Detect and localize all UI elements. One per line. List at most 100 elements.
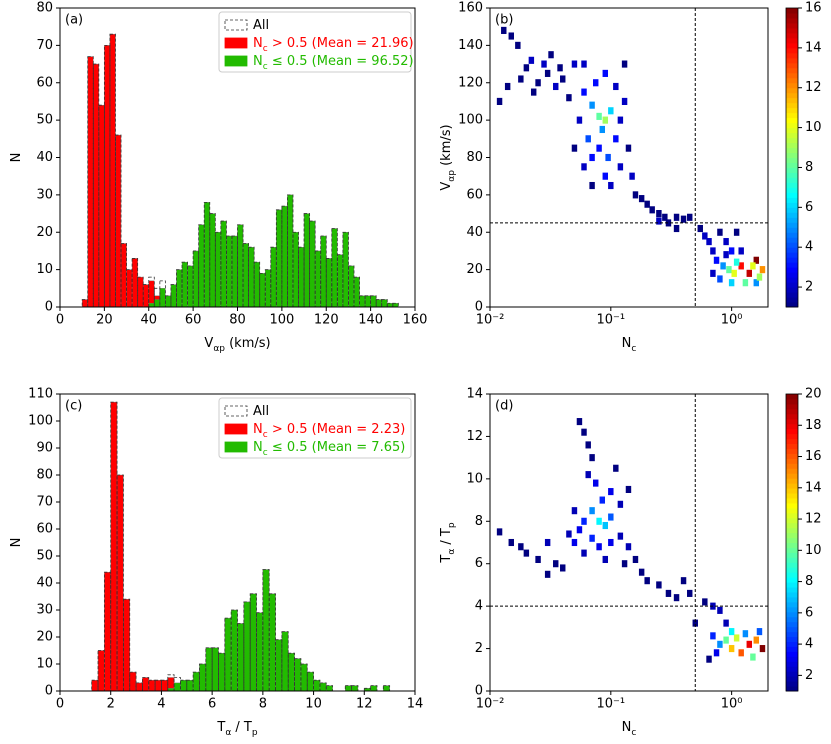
y-tick-label: 80 bbox=[36, 468, 53, 483]
cell bbox=[596, 112, 602, 120]
x-axis-label-part: α bbox=[225, 728, 231, 738]
bar bbox=[176, 269, 183, 308]
x-tick-label: 10⁻¹ bbox=[597, 697, 626, 712]
bar bbox=[292, 232, 299, 308]
colorbar-slice bbox=[786, 621, 798, 628]
x-axis-label-part: αp bbox=[213, 344, 225, 354]
cell bbox=[602, 69, 609, 77]
colorbar-slice bbox=[786, 12, 798, 19]
colorbar-slice bbox=[786, 631, 798, 638]
outline-bar bbox=[281, 205, 288, 308]
cell bbox=[557, 64, 563, 72]
bar bbox=[192, 250, 199, 308]
cell bbox=[717, 640, 723, 648]
bar bbox=[268, 593, 276, 692]
colorbar-slice bbox=[786, 107, 798, 114]
colorbar-slice bbox=[786, 408, 798, 415]
cell bbox=[571, 144, 578, 152]
bar bbox=[262, 569, 270, 692]
bar bbox=[116, 474, 124, 692]
colorbar-slice bbox=[786, 403, 798, 410]
cell bbox=[665, 589, 672, 597]
bar bbox=[115, 134, 122, 308]
colorbar-slice bbox=[786, 596, 798, 603]
cell bbox=[585, 471, 591, 479]
colorbar-slice bbox=[786, 202, 798, 208]
cell bbox=[544, 570, 551, 578]
cell bbox=[576, 418, 583, 426]
bar bbox=[104, 572, 111, 692]
cell bbox=[560, 75, 566, 83]
colorbar-slice bbox=[786, 207, 798, 213]
bar bbox=[93, 63, 100, 308]
cell bbox=[731, 269, 737, 277]
bar bbox=[359, 295, 366, 308]
colorbar-slice bbox=[786, 297, 798, 303]
cell bbox=[706, 655, 712, 663]
x-tick-label: 100 bbox=[269, 313, 294, 328]
bar bbox=[148, 303, 155, 308]
colorbar-slice bbox=[786, 577, 798, 583]
colorbar-slice bbox=[786, 87, 798, 94]
cell bbox=[673, 594, 680, 602]
x-tick-label: 2 bbox=[107, 697, 115, 712]
cell bbox=[649, 206, 655, 214]
colorbar-slice bbox=[786, 167, 798, 173]
cell bbox=[673, 213, 680, 221]
legend-box bbox=[218, 397, 412, 459]
y-tick-label: 10 bbox=[36, 657, 53, 672]
cell bbox=[593, 79, 599, 87]
colorbar-tick-label: 6 bbox=[805, 200, 813, 215]
x-axis-label: Nc bbox=[622, 336, 637, 354]
colorbar-slice bbox=[786, 127, 798, 134]
y-tick-label: 4 bbox=[475, 599, 483, 614]
bar bbox=[170, 284, 177, 308]
x-tick-label: 10 bbox=[305, 697, 322, 712]
cell bbox=[702, 232, 708, 240]
bar bbox=[326, 258, 332, 308]
x-axis-label: Nc bbox=[622, 720, 637, 738]
colorbar-slice bbox=[786, 651, 798, 657]
y-tick-label: 70 bbox=[36, 38, 53, 53]
colorbar-slice bbox=[786, 502, 798, 509]
colorbar-slice bbox=[786, 547, 798, 553]
colorbar-slice bbox=[786, 157, 798, 163]
cell bbox=[571, 507, 578, 515]
cell bbox=[504, 82, 511, 91]
bar bbox=[187, 265, 194, 308]
y-tick-label: 30 bbox=[36, 603, 53, 618]
cell bbox=[759, 266, 766, 274]
bar bbox=[288, 653, 295, 692]
y-tick-label: 40 bbox=[36, 576, 53, 591]
bar bbox=[314, 250, 321, 308]
outline-bar bbox=[87, 56, 94, 308]
outline-bar bbox=[344, 685, 353, 692]
cell bbox=[750, 262, 756, 270]
bar bbox=[165, 295, 172, 308]
bar bbox=[209, 213, 216, 308]
legend-label-part: N bbox=[253, 36, 263, 51]
bar bbox=[198, 224, 205, 308]
bar bbox=[137, 276, 144, 308]
cell bbox=[638, 568, 645, 576]
cell bbox=[508, 32, 514, 40]
cell bbox=[602, 521, 609, 530]
y-tick-label: 2 bbox=[475, 641, 483, 656]
x-axis-label-part: c bbox=[631, 728, 636, 738]
x-tick-label: 10⁻² bbox=[476, 313, 505, 328]
bar bbox=[142, 677, 149, 692]
cell bbox=[687, 589, 693, 597]
colorbar-slice bbox=[786, 517, 798, 524]
colorbar-slice bbox=[786, 522, 798, 529]
colorbar-slice bbox=[786, 438, 798, 444]
colorbar-tick-label: 4 bbox=[805, 637, 813, 652]
bar bbox=[131, 258, 138, 308]
cell bbox=[723, 636, 729, 644]
cell bbox=[644, 200, 650, 208]
bar bbox=[392, 303, 399, 308]
y-tick-label: 60 bbox=[36, 522, 53, 537]
cell bbox=[541, 60, 547, 68]
bar bbox=[243, 601, 251, 692]
y-axis-label-part: p bbox=[447, 522, 457, 528]
colorbar-slice bbox=[786, 542, 798, 548]
